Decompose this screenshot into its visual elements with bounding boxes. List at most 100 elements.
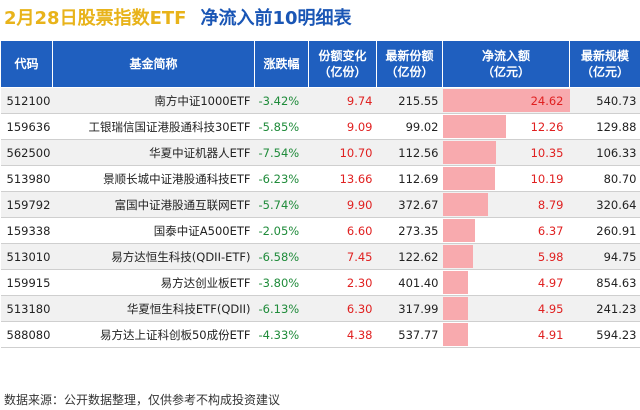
cell-change: -6.58% <box>254 243 309 270</box>
etf-inflow-table: 代码 基金简称 涨跌幅 份额变化 （亿份） 最新份额 （亿份） 净流入额 （亿元） 最新规模 （亿元… <box>0 40 640 348</box>
cell-latest-share: 401.40 <box>376 269 443 296</box>
cell-latest-scale: 854.63 <box>569 269 640 296</box>
header-change: 涨跌幅 <box>254 40 309 88</box>
cell-latest-share: 112.56 <box>376 139 443 166</box>
cell-fund-name: 富国中证港股通互联网ETF <box>52 191 255 218</box>
cell-share-change: 13.66 <box>308 165 377 192</box>
cell-latest-share: 537.77 <box>376 321 443 348</box>
cell-change: -6.23% <box>254 165 309 192</box>
cell-change: -5.74% <box>254 191 309 218</box>
table-header-row: 代码 基金简称 涨跌幅 份额变化 （亿份） 最新份额 （亿份） 净流入额 （亿元） 最新规模 （亿元… <box>0 40 640 88</box>
inflow-bar <box>442 141 496 164</box>
inflow-value: 5.98 <box>537 249 564 264</box>
header-code: 代码 <box>0 40 53 88</box>
table-row: 513180 华夏恒生科技ETF(QDII) -6.13% 6.30 317.99 4.9… <box>0 295 640 322</box>
cell-share-change: 4.38 <box>308 321 377 348</box>
inflow-value: 4.95 <box>537 301 564 316</box>
cell-code: 562500 <box>0 139 53 166</box>
inflow-bar <box>442 115 506 138</box>
header-net-inflow: 净流入额 （亿元） <box>442 40 570 88</box>
inflow-value: 4.97 <box>537 275 564 290</box>
table-row: 159915 易方达创业板ETF -3.80% 2.30 401.40 4.97 854.6… <box>0 269 640 296</box>
cell-net-inflow: 4.91 <box>442 321 570 348</box>
inflow-bar <box>442 245 474 268</box>
cell-change: -2.05% <box>254 217 309 244</box>
table-row: 159338 国泰中证A500ETF -2.05% 6.60 273.35 6.37 260… <box>0 217 640 244</box>
cell-latest-share: 372.67 <box>376 191 443 218</box>
page-title: 2月28日股票指数ETF 净流入前10明细表 <box>4 4 352 34</box>
cell-share-change: 7.45 <box>308 243 377 270</box>
inflow-value: 6.37 <box>537 223 564 238</box>
cell-latest-scale: 320.64 <box>569 191 640 218</box>
inflow-value: 4.91 <box>537 327 564 342</box>
cell-fund-name: 国泰中证A500ETF <box>52 217 255 244</box>
cell-net-inflow: 10.19 <box>442 165 570 192</box>
cell-fund-name: 易方达创业板ETF <box>52 269 255 296</box>
title-date: 2月28日股票指数ETF <box>4 8 187 29</box>
cell-change: -4.33% <box>254 321 309 348</box>
cell-net-inflow: 24.62 <box>442 87 570 114</box>
table-row: 512100 南方中证1000ETF -3.42% 9.74 215.55 24.62 54… <box>0 87 640 114</box>
cell-code: 159915 <box>0 269 53 296</box>
cell-net-inflow: 6.37 <box>442 217 570 244</box>
cell-code: 159636 <box>0 113 53 140</box>
cell-fund-name: 南方中证1000ETF <box>52 87 255 114</box>
table-row: 159636 工银瑞信国证港股通科技30ETF -5.85% 9.09 99.02 12.… <box>0 113 640 140</box>
cell-latest-scale: 129.88 <box>569 113 640 140</box>
cell-code: 512100 <box>0 87 53 114</box>
cell-latest-share: 215.55 <box>376 87 443 114</box>
cell-latest-scale: 80.70 <box>569 165 640 192</box>
inflow-value: 12.26 <box>530 119 564 134</box>
cell-fund-name: 华夏中证机器人ETF <box>52 139 255 166</box>
header-latest-scale: 最新规模 （亿元） <box>569 40 640 88</box>
cell-change: -7.54% <box>254 139 309 166</box>
table-row: 562500 华夏中证机器人ETF -7.54% 10.70 112.56 10.35 10… <box>0 139 640 166</box>
inflow-value: 10.19 <box>530 171 564 186</box>
cell-net-inflow: 8.79 <box>442 191 570 218</box>
cell-code: 513010 <box>0 243 53 270</box>
inflow-bar <box>442 323 468 346</box>
cell-latest-scale: 241.23 <box>569 295 640 322</box>
cell-share-change: 9.74 <box>308 87 377 114</box>
inflow-bar <box>442 193 488 216</box>
cell-net-inflow: 12.26 <box>442 113 570 140</box>
cell-fund-name: 景顺长城中证港股通科技ETF <box>52 165 255 192</box>
cell-latest-scale: 94.75 <box>569 243 640 270</box>
cell-latest-scale: 540.73 <box>569 87 640 114</box>
table-row: 513010 易方达恒生科技(QDII-ETF) -6.58% 7.45 122.62 5… <box>0 243 640 270</box>
header-latest-share: 最新份额 （亿份） <box>376 40 443 88</box>
cell-latest-share: 122.62 <box>376 243 443 270</box>
inflow-bar <box>442 167 496 190</box>
cell-net-inflow: 4.97 <box>442 269 570 296</box>
cell-change: -3.80% <box>254 269 309 296</box>
cell-code: 588080 <box>0 321 53 348</box>
cell-latest-scale: 106.33 <box>569 139 640 166</box>
cell-fund-name: 易方达上证科创板50成份ETF <box>52 321 255 348</box>
inflow-bar <box>442 271 469 294</box>
cell-share-change: 10.70 <box>308 139 377 166</box>
cell-code: 513980 <box>0 165 53 192</box>
cell-net-inflow: 10.35 <box>442 139 570 166</box>
cell-fund-name: 工银瑞信国证港股通科技30ETF <box>52 113 255 140</box>
cell-change: -3.42% <box>254 87 309 114</box>
cell-latest-scale: 260.91 <box>569 217 640 244</box>
inflow-bar <box>442 89 570 112</box>
title-subtitle: 净流入前10明细表 <box>200 8 352 29</box>
cell-latest-share: 273.35 <box>376 217 443 244</box>
inflow-bar <box>442 297 469 320</box>
header-fund-name: 基金简称 <box>52 40 255 88</box>
header-share-change: 份额变化 （亿份） <box>308 40 377 88</box>
table-row: 588080 易方达上证科创板50成份ETF -4.33% 4.38 537.77 4.9… <box>0 321 640 348</box>
table-row: 513980 景顺长城中证港股通科技ETF -6.23% 13.66 112.69 10.… <box>0 165 640 192</box>
cell-fund-name: 易方达恒生科技(QDII-ETF) <box>52 243 255 270</box>
cell-change: -5.85% <box>254 113 309 140</box>
cell-latest-scale: 594.23 <box>569 321 640 348</box>
cell-net-inflow: 5.98 <box>442 243 570 270</box>
inflow-value: 8.79 <box>537 197 564 212</box>
cell-share-change: 9.09 <box>308 113 377 140</box>
source-footnote: 数据来源：公开数据整理，仅供参考不构成投资建议 <box>4 393 281 407</box>
cell-share-change: 2.30 <box>308 269 377 296</box>
inflow-value: 24.62 <box>530 93 564 108</box>
cell-code: 513180 <box>0 295 53 322</box>
inflow-value: 10.35 <box>530 145 564 160</box>
